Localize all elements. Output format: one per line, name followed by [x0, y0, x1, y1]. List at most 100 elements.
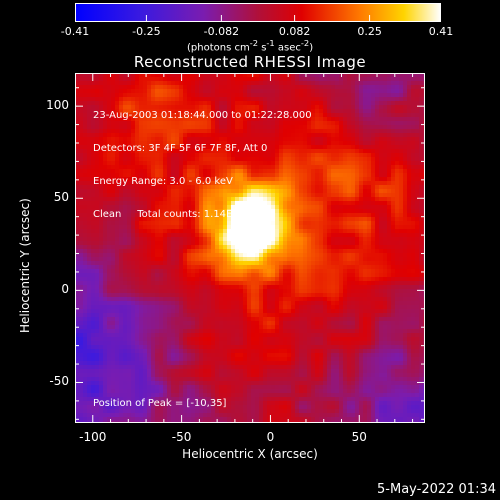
heatmap-cell [119, 245, 123, 249]
heatmap-cell [187, 197, 191, 201]
heatmap-cell [139, 245, 143, 249]
heatmap-cell [155, 209, 159, 213]
heatmap-cell [87, 109, 91, 113]
heatmap-cell [287, 293, 291, 297]
heatmap-cell [203, 321, 207, 325]
heatmap-cell [87, 301, 91, 305]
heatmap-cell [111, 305, 115, 309]
heatmap-cell [203, 89, 207, 93]
heatmap-cell [119, 305, 123, 309]
heatmap-cell [275, 109, 279, 113]
heatmap-cell [143, 317, 147, 321]
heatmap-cell [179, 209, 183, 213]
heatmap-cell [95, 173, 99, 177]
heatmap-cell [79, 309, 83, 313]
heatmap-cell [187, 141, 191, 145]
heatmap-cell [107, 81, 111, 85]
heatmap-cell [103, 393, 107, 397]
heatmap-cell [227, 101, 231, 105]
heatmap-cell [103, 301, 107, 305]
heatmap-cell [87, 117, 91, 121]
heatmap-cell [115, 185, 119, 189]
heatmap-cell [107, 181, 111, 185]
heatmap-cell [291, 197, 295, 201]
heatmap-cell [199, 273, 203, 277]
heatmap-cell [259, 417, 263, 421]
heatmap-cell [199, 201, 203, 205]
heatmap-cell [151, 341, 155, 345]
heatmap-cell [171, 89, 175, 93]
heatmap-cell [91, 161, 95, 165]
heatmap-cell [251, 293, 255, 297]
heatmap-cell [83, 149, 87, 153]
heatmap-cell [251, 177, 255, 181]
heatmap-cell [251, 345, 255, 349]
heatmap-cell [163, 401, 167, 405]
heatmap-cell [215, 349, 219, 353]
heatmap-cell [295, 173, 299, 177]
heatmap-cell [143, 109, 147, 113]
heatmap-cell [219, 109, 223, 113]
heatmap-cell [111, 85, 115, 89]
heatmap-cell [83, 229, 87, 233]
heatmap-cell [207, 405, 211, 409]
heatmap-cell [215, 301, 219, 305]
heatmap-cell [247, 201, 251, 205]
heatmap-cell [299, 89, 303, 93]
heatmap-cell [227, 293, 231, 297]
heatmap-cell [247, 317, 251, 321]
heatmap-cell [199, 313, 203, 317]
heatmap-cell [255, 173, 259, 177]
heatmap-cell [299, 169, 303, 173]
heatmap-cell [171, 329, 175, 333]
heatmap-cell [271, 157, 275, 161]
heatmap-cell [143, 221, 147, 225]
heatmap-cell [211, 285, 215, 289]
heatmap-cell [271, 189, 275, 193]
heatmap-cell [283, 401, 287, 405]
heatmap-cell [75, 77, 79, 81]
heatmap-cell [191, 353, 195, 357]
heatmap-cell [271, 165, 275, 169]
heatmap-cell [123, 289, 127, 293]
heatmap-cell [223, 161, 227, 165]
heatmap-cell [147, 257, 151, 261]
heatmap-cell [127, 285, 131, 289]
heatmap-cell [267, 109, 271, 113]
heatmap-cell [187, 253, 191, 257]
heatmap-cell [263, 297, 267, 301]
heatmap-cell [119, 173, 123, 177]
heatmap-cell [215, 285, 219, 289]
heatmap-cell [179, 221, 183, 225]
heatmap-cell [175, 289, 179, 293]
heatmap-cell [95, 137, 99, 141]
heatmap-cell [159, 277, 163, 281]
heatmap-cell [83, 345, 87, 349]
heatmap-cell [183, 205, 187, 209]
heatmap-cell [231, 169, 235, 173]
heatmap-cell [79, 257, 83, 261]
heatmap-cell [291, 353, 295, 357]
heatmap-cell [283, 237, 287, 241]
heatmap-cell [211, 365, 215, 369]
heatmap-cell [275, 209, 279, 213]
heatmap-cell [187, 233, 191, 237]
heatmap-cell [147, 293, 151, 297]
heatmap-cell [75, 261, 79, 265]
heatmap-cell [239, 385, 243, 389]
heatmap-cell [91, 277, 95, 281]
heatmap-cell [83, 401, 87, 405]
heatmap-cell [79, 417, 83, 421]
heatmap-cell [271, 125, 275, 129]
heatmap-cell [279, 417, 283, 421]
heatmap-cell [95, 405, 99, 409]
heatmap-cell [287, 193, 291, 197]
heatmap-cell [283, 373, 287, 377]
heatmap-cell [279, 177, 283, 181]
heatmap-cell [171, 73, 175, 77]
heatmap-cell [255, 277, 259, 281]
heatmap-cell [123, 105, 127, 109]
heatmap-cell [107, 261, 111, 265]
heatmap-cell [79, 373, 83, 377]
heatmap-cell [119, 105, 123, 109]
